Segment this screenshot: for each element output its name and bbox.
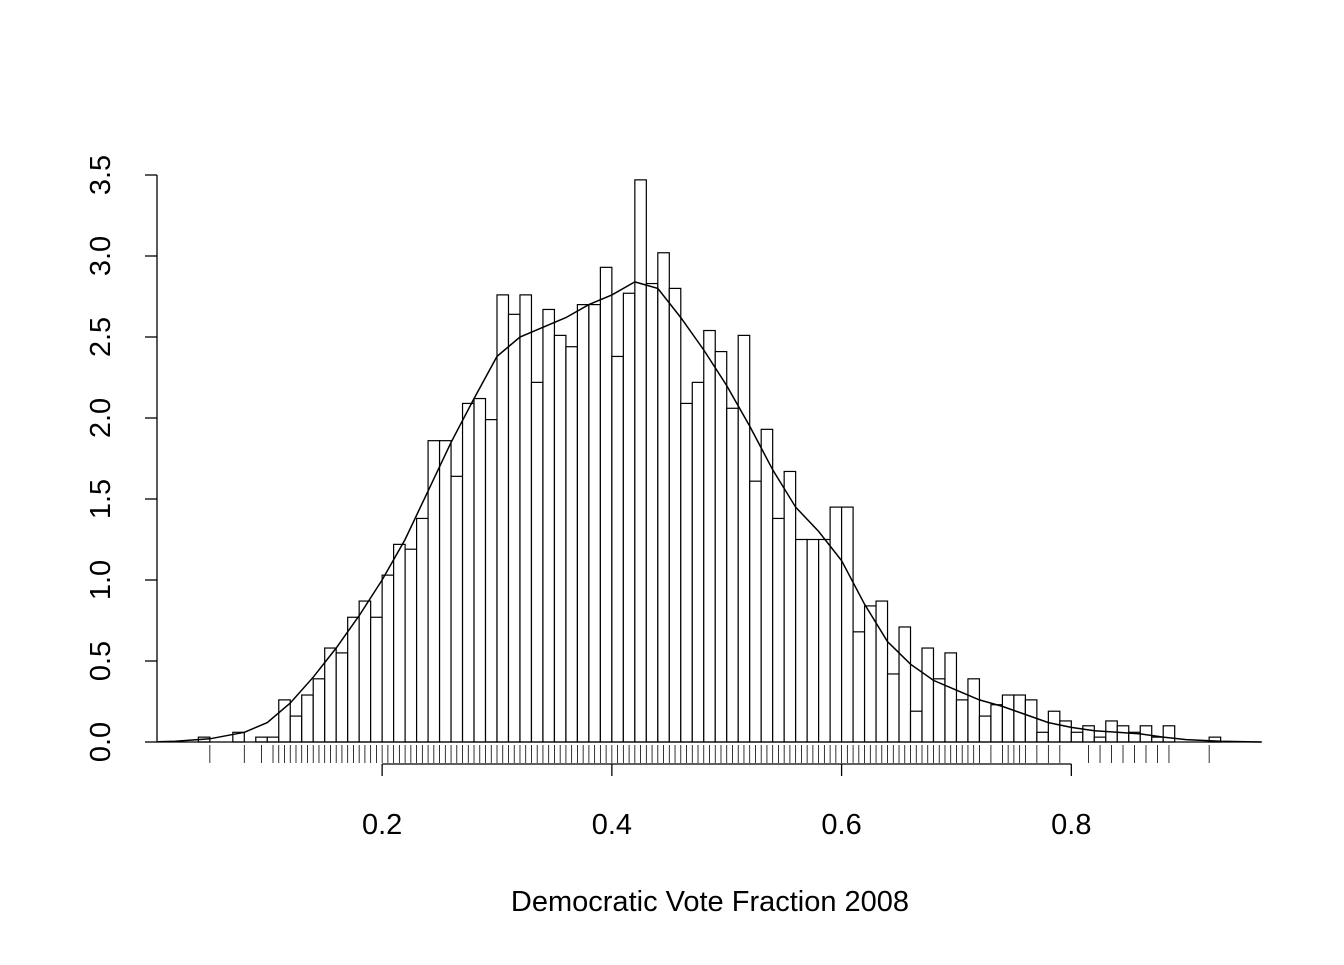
bar	[542, 308, 556, 743]
bar	[461, 402, 475, 743]
bar	[680, 402, 693, 743]
bar	[599, 266, 613, 743]
y-tick-label: 1.5	[85, 479, 117, 519]
bar	[473, 397, 487, 743]
bar	[576, 304, 590, 743]
bar	[312, 678, 326, 743]
bar	[565, 346, 579, 743]
bar	[898, 626, 912, 743]
bar	[278, 699, 291, 743]
x-tick-label: 0.6	[821, 809, 861, 841]
bar	[795, 538, 808, 743]
bar	[450, 475, 464, 743]
bar	[1116, 725, 1130, 743]
bar	[484, 419, 498, 743]
y-tick-label: 3.5	[85, 155, 117, 195]
bar	[1059, 720, 1072, 743]
bar	[921, 647, 935, 743]
bar	[990, 704, 1004, 743]
bar	[588, 304, 601, 743]
bar	[324, 647, 337, 743]
bar	[668, 287, 682, 743]
bar	[622, 292, 636, 743]
bar	[1024, 699, 1038, 743]
bar	[852, 631, 866, 743]
y-tick-label: 3.0	[85, 236, 117, 276]
y-tick-label: 2.5	[85, 317, 117, 357]
bar	[1047, 710, 1061, 743]
bar	[289, 715, 303, 743]
bar	[760, 428, 774, 743]
bar	[1093, 736, 1107, 743]
bar	[645, 282, 659, 743]
bar	[266, 736, 280, 743]
bar	[806, 538, 820, 743]
x-tick-label: 0.4	[592, 809, 632, 841]
density-curve	[158, 281, 1261, 743]
bar	[347, 616, 360, 743]
bar	[749, 480, 762, 743]
bar	[783, 470, 797, 743]
bar	[1151, 736, 1164, 743]
bar	[507, 313, 521, 743]
bar	[404, 548, 418, 743]
bar	[818, 538, 831, 743]
bar	[519, 294, 533, 743]
x-tick-label: 0.8	[1051, 809, 1091, 841]
bar	[840, 506, 854, 743]
bar	[737, 334, 751, 743]
bar	[1162, 725, 1176, 743]
bar	[691, 381, 705, 743]
bar	[1013, 694, 1026, 743]
bar	[875, 600, 889, 743]
bar	[553, 334, 567, 743]
bar	[393, 543, 406, 743]
bar	[1036, 731, 1049, 743]
bar	[381, 574, 395, 743]
bar	[415, 517, 429, 743]
bar	[772, 517, 785, 743]
bar	[886, 673, 900, 743]
y-tick-label: 2.0	[85, 398, 117, 438]
bar	[944, 652, 958, 743]
bar	[932, 678, 946, 743]
bar	[726, 407, 739, 743]
bar	[978, 715, 992, 743]
bar	[829, 506, 843, 743]
bar	[301, 694, 314, 743]
bar	[438, 440, 452, 743]
bar	[634, 179, 647, 743]
bar	[255, 736, 268, 743]
y-tick-label: 0.5	[85, 641, 117, 681]
bar	[611, 355, 624, 743]
bar	[714, 350, 728, 743]
bar	[530, 381, 544, 743]
bar	[358, 600, 372, 743]
bar	[1001, 694, 1015, 743]
bar	[370, 616, 383, 743]
bar	[657, 252, 670, 743]
bar	[955, 699, 969, 743]
x-tick-label: 0.2	[362, 809, 402, 841]
x-axis-title: Democratic Vote Fraction 2008	[511, 886, 909, 918]
bar	[335, 652, 349, 743]
bar	[1082, 725, 1095, 743]
bar	[496, 294, 510, 743]
y-tick-label: 1.0	[85, 560, 117, 600]
bar	[703, 329, 716, 743]
y-tick-label: 0.0	[85, 722, 117, 762]
bar	[863, 605, 877, 743]
bar	[909, 710, 923, 743]
bar	[967, 678, 981, 743]
bar	[1070, 731, 1084, 743]
